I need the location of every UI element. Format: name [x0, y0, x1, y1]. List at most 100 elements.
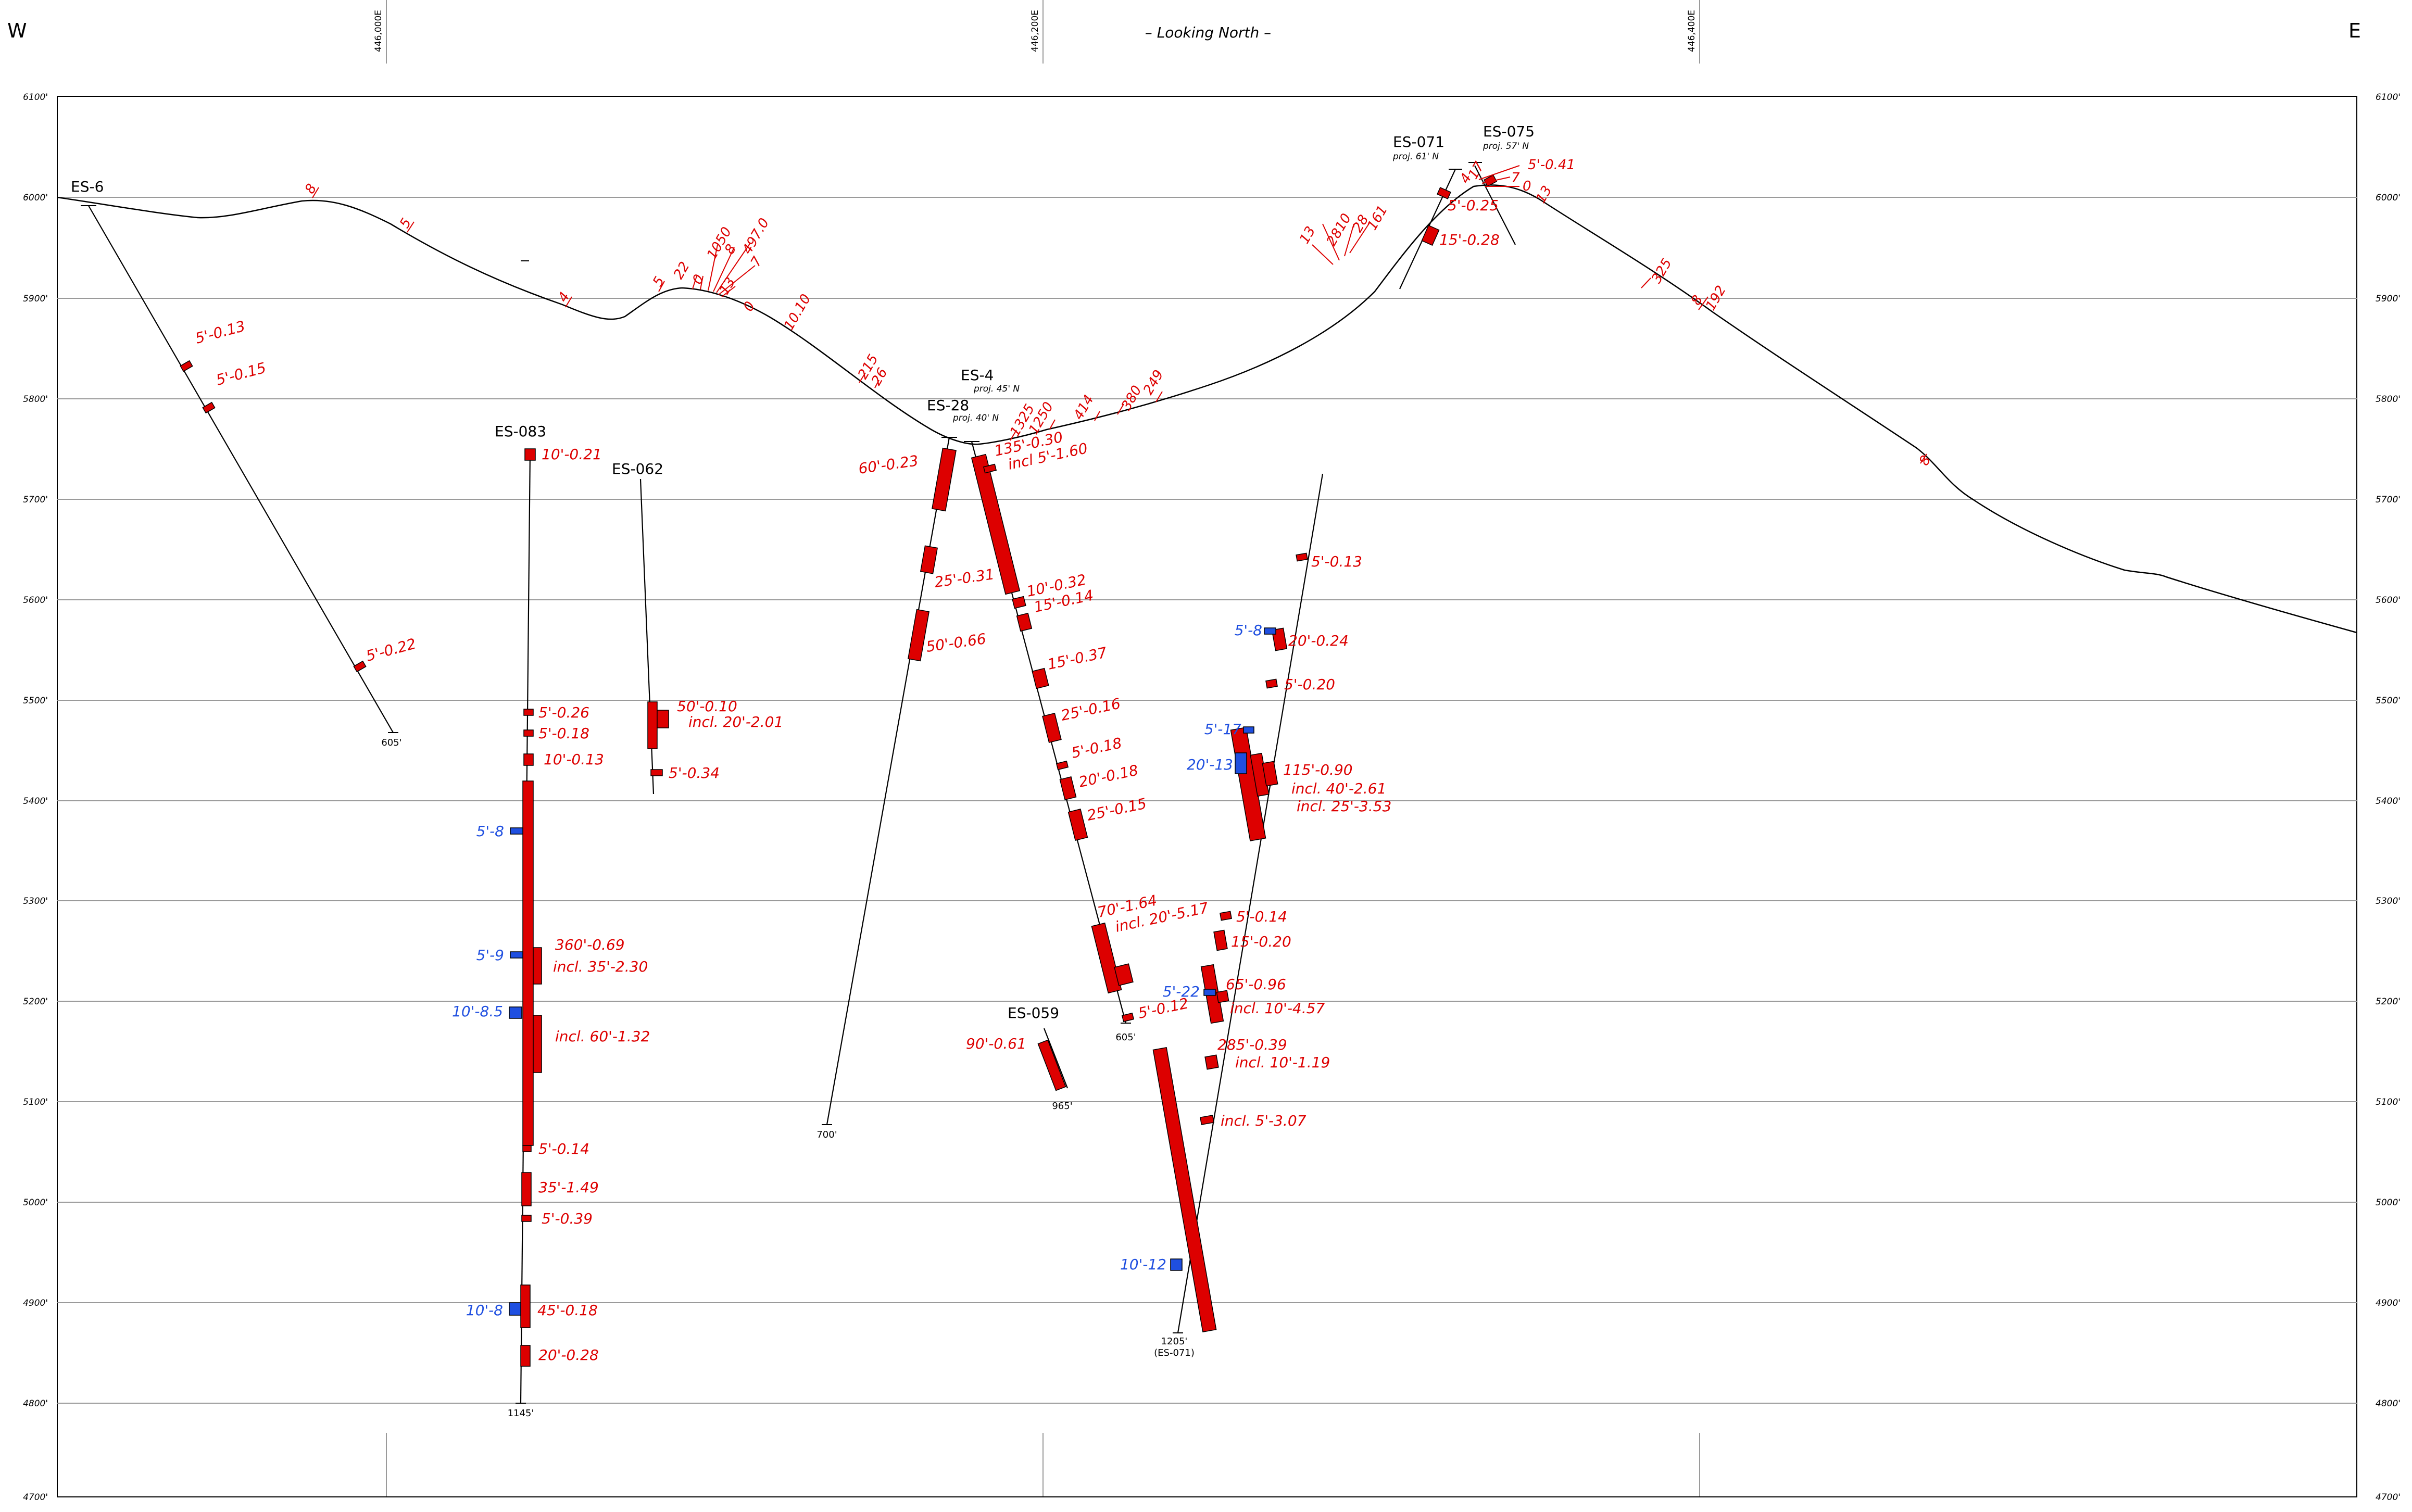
intercept-label-blue: 5'-17	[1204, 721, 1241, 738]
intercepts-es083-low: 5'-8 5'-9 10'-8.5 10'-8	[452, 823, 504, 1319]
intercept-label-blue: 10'-12	[1120, 1256, 1166, 1273]
intercept-label: 15'-0.20	[1231, 933, 1291, 950]
elevation-label: 5500'	[2376, 696, 2401, 706]
leader	[1349, 222, 1370, 254]
assay-bar	[1067, 809, 1088, 841]
intercept-label: 25'-0.15	[1086, 795, 1148, 824]
topographic-surface	[57, 184, 2357, 634]
intercept-label: 15'-0.28	[1439, 231, 1500, 248]
intercept-label: 5'-0.13	[1311, 553, 1362, 570]
leader	[1049, 419, 1056, 430]
intercept-label: 5'-0.18	[538, 725, 589, 742]
leader	[1344, 223, 1354, 257]
surface-value: 161	[1364, 203, 1391, 233]
intercept-label: 25'-0.31	[933, 565, 995, 591]
assay-bar	[1037, 1039, 1066, 1091]
intercept-label-blue: 5'-8	[1235, 622, 1262, 639]
collar-marks	[81, 162, 1482, 1404]
leader	[708, 244, 718, 291]
intercept-label: 5'-0.20	[1284, 676, 1335, 693]
leader	[1698, 296, 1708, 310]
td-label-es4: 605'	[1115, 1032, 1136, 1043]
leader	[718, 265, 756, 295]
elevation-label: 5900'	[2376, 294, 2401, 304]
trace-es059	[1043, 1028, 1069, 1089]
leader	[721, 286, 736, 297]
leader	[565, 296, 572, 308]
intercept-label: 360'-0.69	[555, 936, 625, 953]
assay-bar-blue	[509, 1302, 521, 1316]
assay-bar	[1437, 187, 1451, 199]
leader	[407, 221, 414, 233]
td-label-es28: 700'	[816, 1129, 837, 1140]
surface-value: 5	[650, 274, 668, 289]
surface-value: 13	[1533, 183, 1555, 206]
surface-value: 7	[1511, 170, 1520, 186]
surface-value: 5'-0.41	[1528, 157, 1575, 173]
intercept-label-blue: 10'-8.5	[452, 1003, 503, 1020]
leader	[713, 247, 735, 292]
section-frame	[57, 96, 2357, 1497]
assay-bar	[1012, 596, 1026, 609]
intercept-label: incl. 60'-1.32	[555, 1028, 650, 1045]
elevation-label: 5300'	[2376, 896, 2401, 906]
elevation-label: 5300'	[23, 896, 48, 906]
view-direction: – Looking North –	[1145, 24, 1271, 41]
leader	[1117, 404, 1124, 415]
leader	[1010, 430, 1017, 441]
intercept-label: incl. 35'-2.30	[553, 958, 648, 975]
leader	[700, 275, 704, 290]
surface-value: 249	[1140, 368, 1167, 398]
assay-bar	[1016, 612, 1033, 632]
elevation-label: 5400'	[23, 796, 48, 807]
assay-bar	[1152, 1047, 1217, 1332]
trace-es6	[88, 205, 394, 733]
intercept-label: 60'-0.23	[857, 452, 919, 477]
assay-bar	[1056, 760, 1069, 771]
intercepts-es062: 50'-0.10 incl. 20'-2.01 5'-0.34	[669, 698, 783, 782]
intercepts-es071-low: 5'-8 5'-17 20'-13 5'-22 10'-12	[1120, 622, 1262, 1273]
intercept-label: incl. 20'-2.01	[688, 713, 783, 730]
assay-bar	[1042, 712, 1062, 744]
surface-value: 7	[748, 254, 765, 270]
hole-name-es28: ES-28	[927, 397, 969, 414]
proj-es28: proj. 40' N	[952, 413, 999, 423]
leader	[1478, 165, 1520, 180]
intercept-label: incl. 10'-1.19	[1235, 1054, 1330, 1071]
assay-bar	[920, 545, 938, 574]
assay-bar	[180, 360, 193, 372]
intercept-label-blue: 5'-9	[476, 947, 504, 964]
elevation-label: 5700'	[23, 495, 48, 505]
leader	[1322, 223, 1340, 261]
hole-name-es6: ES-6	[71, 178, 104, 195]
intercept-label: 5'-0.18	[1070, 734, 1124, 762]
assay-bar	[522, 1145, 532, 1152]
elevation-label: 5100'	[23, 1097, 48, 1107]
elevation-label: 5200'	[23, 997, 48, 1007]
elevation-label: 5200'	[2376, 997, 2401, 1007]
assay-bar-blue	[510, 827, 523, 835]
elevation-label: 4800'	[23, 1398, 48, 1409]
assay-bar	[1421, 224, 1440, 246]
assay-bar	[1204, 1054, 1219, 1070]
td-label-es071: 1205'	[1161, 1336, 1188, 1347]
elevation-label: 5600'	[2376, 595, 2401, 606]
trace-es071-lower	[1177, 473, 1324, 1333]
surface-value: 13	[1297, 224, 1319, 247]
intercept-label: incl. 10'-4.57	[1230, 1000, 1325, 1017]
intercept-label-blue: 20'-13	[1187, 756, 1233, 773]
assay-bar	[1216, 990, 1229, 1003]
intercept-label: 50'-0.66	[925, 630, 987, 656]
td-label-es071-note: (ES-071)	[1154, 1347, 1195, 1358]
assay-bar	[1200, 1115, 1214, 1125]
hole-projections: proj. 40' N proj. 45' N proj. 61' N proj…	[952, 141, 1529, 423]
assay-bar	[520, 1284, 531, 1328]
surface-sample-leaders	[312, 165, 1927, 464]
leader	[1641, 278, 1651, 288]
assay-bar	[521, 1172, 532, 1206]
intercept-label: 65'-0.96	[1226, 976, 1286, 993]
assay-bar	[1059, 776, 1077, 800]
assay-bar	[1483, 174, 1498, 187]
elevation-label: 5900'	[23, 294, 48, 304]
assay-bar-blue	[1203, 989, 1216, 996]
